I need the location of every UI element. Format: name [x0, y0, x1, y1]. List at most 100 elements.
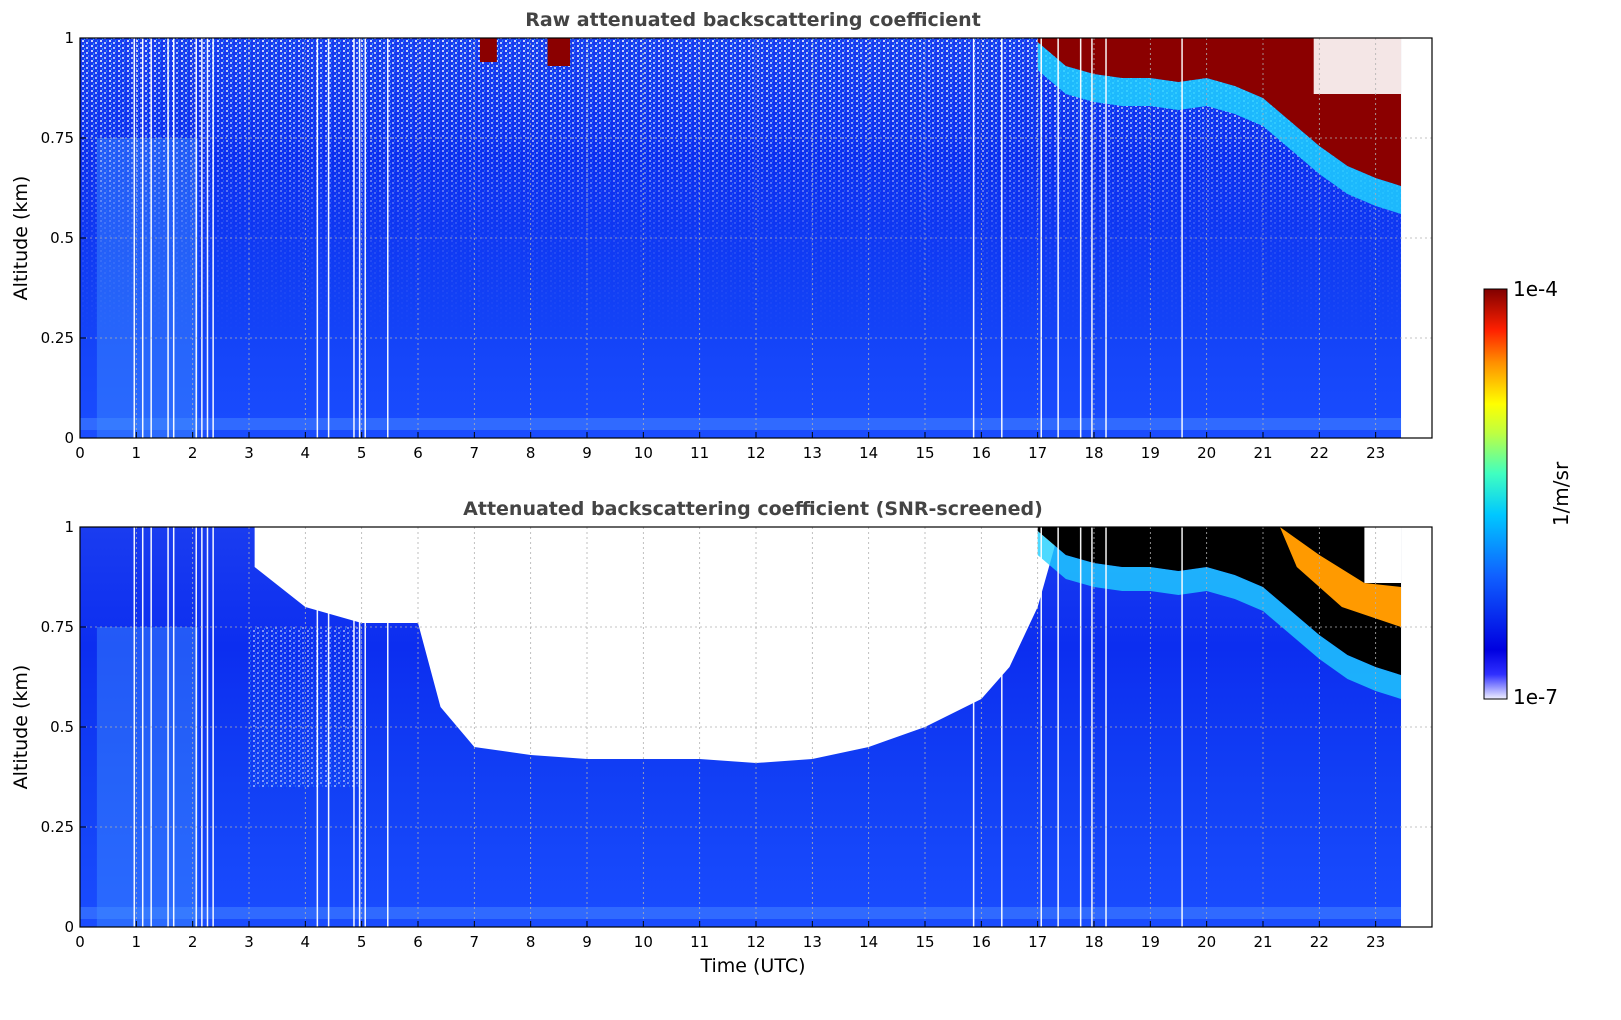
x-tick-label: 3 [244, 444, 254, 462]
x-tick-label: 2 [188, 933, 198, 951]
y-axis-label: Altitude (km) [10, 176, 32, 301]
above-cloud-noise [1313, 38, 1402, 94]
no-data-stripe [167, 38, 169, 438]
no-data-stripe [353, 38, 355, 438]
colorbar-unit-label: 1/m/sr [1549, 461, 1573, 526]
cloud-layer [1037, 38, 1402, 186]
x-axis-label: Time (UTC) [699, 955, 805, 977]
no-data-stripe [141, 38, 144, 438]
no-data-stripe [1057, 38, 1059, 438]
x-tick-labels: 0 1 2 3 4 5 6 7 8 9 10 11 12 13 14 15 16 17 18 19 20 21 22 23 [75, 921, 1385, 951]
no-data-stripe [172, 38, 175, 438]
x-tick-label: 23 [1366, 933, 1385, 951]
y-tick-label: 1 [64, 29, 74, 47]
x-tick-label: 5 [357, 933, 367, 951]
colorbar-max-label: 1e-4 [1513, 277, 1558, 301]
panel-title: Attenuated backscattering coefficient (S… [463, 498, 1043, 520]
no-data-stripe [387, 38, 389, 438]
x-tick-label: 4 [301, 933, 311, 951]
cloud-blob [547, 38, 571, 66]
x-tick-label: 14 [859, 444, 878, 462]
x-tick-label: 22 [1310, 933, 1329, 951]
y-tick-label: 0.25 [41, 818, 74, 836]
y-tick-label: 0.25 [41, 329, 74, 347]
x-tick-label: 21 [1253, 444, 1272, 462]
no-data-stripe [1181, 38, 1183, 438]
y-tick-label: 0.75 [41, 129, 74, 147]
x-tick-label: 15 [915, 933, 934, 951]
x-tick-label: 20 [1197, 444, 1216, 462]
x-tick-label: 8 [526, 933, 536, 951]
cloud-blob [479, 38, 497, 62]
y-tick-labels: 0 0.25 0.5 0.75 1 [41, 518, 86, 936]
x-tick-label: 12 [746, 444, 765, 462]
x-tick-label: 9 [582, 444, 592, 462]
no-data-stripe [972, 527, 975, 927]
x-tick-label: 11 [690, 444, 709, 462]
x-tick-label: 23 [1366, 444, 1385, 462]
no-data-stripe [133, 38, 136, 438]
x-tick-label: 10 [634, 444, 653, 462]
x-tick-label: 6 [413, 933, 423, 951]
raw-backscatter-panel: Raw attenuated backscattering coefficien… [10, 9, 1433, 462]
no-data-stripe [1181, 527, 1183, 927]
colorbar: 1e-4 1e-7 1/m/sr [1483, 277, 1573, 709]
x-tick-label: 9 [582, 933, 592, 951]
no-data-stripe [167, 527, 169, 927]
grid-lines [79, 526, 1432, 928]
no-data-stripe [358, 527, 361, 927]
colorbar-gradient [1483, 288, 1508, 700]
colorbar-min-label: 1e-7 [1513, 685, 1558, 709]
x-tick-label: 1 [132, 444, 142, 462]
x-tick-label: 0 [75, 444, 85, 462]
cloud-fringe [1037, 42, 1402, 214]
y-tick-label: 0.75 [41, 618, 74, 636]
no-data-stripe [172, 527, 175, 927]
y-tick-label: 1 [64, 518, 74, 536]
screened-region [254, 527, 1055, 763]
no-data-stripe [353, 527, 355, 927]
surface-band [80, 418, 1402, 430]
x-tick-labels: 0 1 2 3 4 5 6 7 8 9 10 11 12 13 14 15 16 17 18 19 20 21 22 23 [75, 432, 1385, 462]
no-data-stripe [212, 38, 214, 438]
x-tick-label: 17 [1028, 444, 1047, 462]
x-tick-label: 15 [915, 444, 934, 462]
x-tick-label: 6 [413, 444, 423, 462]
no-data-stripe [1057, 527, 1059, 927]
x-tick-label: 19 [1141, 933, 1160, 951]
no-data-stripe [316, 38, 319, 438]
x-tick-label: 20 [1197, 933, 1216, 951]
y-tick-label: 0.5 [50, 229, 74, 247]
morning-plume [96, 627, 199, 927]
x-tick-label: 19 [1141, 444, 1160, 462]
x-tick-label: 5 [357, 444, 367, 462]
x-tick-label: 18 [1084, 444, 1103, 462]
no-data-stripe [206, 527, 209, 927]
x-tick-label: 18 [1084, 933, 1103, 951]
no-data-stripe [387, 527, 389, 927]
x-tick-label: 17 [1028, 933, 1047, 951]
y-tick-label: 0.5 [50, 718, 74, 736]
x-tick-label: 12 [746, 933, 765, 951]
x-tick-label: 10 [634, 933, 653, 951]
x-tick-label: 16 [972, 933, 991, 951]
x-tick-label: 13 [803, 933, 822, 951]
y-tick-label: 0 [64, 918, 74, 936]
no-data-stripe [133, 527, 136, 927]
x-tick-label: 1 [132, 933, 142, 951]
no-data-stripe [327, 38, 330, 438]
no-data-stripe [327, 527, 330, 927]
x-tick-label: 2 [188, 444, 198, 462]
x-tick-label: 16 [972, 444, 991, 462]
surface-band [80, 907, 1402, 919]
y-axis-label: Altitude (km) [10, 665, 32, 790]
no-data-stripe [206, 38, 209, 438]
x-tick-label: 0 [75, 933, 85, 951]
no-data-stripe [212, 527, 214, 927]
no-data-stripe [358, 38, 361, 438]
screened-backscatter-panel: Attenuated backscattering coefficient (S… [10, 498, 1433, 977]
no-data-stripe [972, 38, 975, 438]
x-tick-label: 21 [1253, 933, 1272, 951]
x-tick-label: 7 [470, 933, 480, 951]
